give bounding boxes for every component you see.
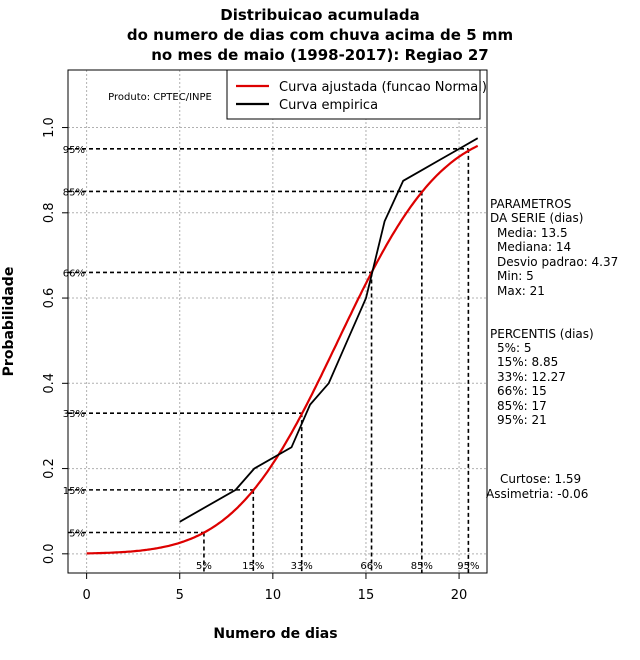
- percentil-5: 5%: 5: [497, 341, 532, 355]
- percentile-label-bottom: 5%: [196, 561, 212, 572]
- parametro-desvio-padrao: Desvio padrao: 4.37: [497, 255, 619, 269]
- x-tick-label: 15: [358, 588, 375, 603]
- percentile-label-left: 85%: [63, 187, 85, 198]
- parametros-heading-2: DA SERIE (dias): [490, 211, 584, 225]
- legend-box: [226, 69, 481, 120]
- percentile-label-left: 66%: [63, 268, 85, 279]
- empirical-curve: [179, 137, 479, 523]
- percentile-label-bottom: 95%: [457, 561, 479, 572]
- y-axis-title: Probabilidade: [1, 267, 17, 377]
- percentile-label-left: 5%: [69, 529, 85, 540]
- chart-title-line-3: no mes de maio (1998-2017): Regiao 27: [151, 46, 489, 64]
- legend-label: Curva ajustada (funcao Normal): [279, 80, 487, 95]
- legend-label: Curva empirica: [279, 98, 378, 113]
- percentil-95: 95%: 21: [497, 413, 547, 427]
- parametro-mediana: Mediana: 14: [497, 240, 572, 254]
- percentile-label-bottom: 85%: [411, 561, 433, 572]
- x-tick-label: 10: [265, 588, 282, 603]
- parametros-heading-1: PARAMETROS: [490, 197, 572, 211]
- y-tick-label: 0.4: [42, 373, 57, 394]
- chart-title-line-1: Distribuicao acumulada: [220, 6, 420, 24]
- percentile-label-left: 15%: [63, 486, 85, 497]
- parametro-min: Min: 5: [497, 269, 534, 283]
- percentil-66: 66%: 15: [497, 384, 547, 398]
- x-tick-label: 20: [451, 588, 468, 603]
- percentile-label-bottom: 33%: [291, 561, 313, 572]
- y-tick-label: 0.8: [42, 202, 57, 223]
- x-axis-title: Numero de dias: [213, 626, 337, 642]
- assimetria-value: Assimetria: -0.06: [486, 487, 589, 501]
- y-tick-label: 1.0: [42, 117, 57, 138]
- percentile-label-bottom: 15%: [242, 561, 264, 572]
- parametro-max: Max: 21: [497, 284, 545, 298]
- credit-text: Produto: CPTEC/INPE: [108, 92, 212, 103]
- curtose-value: Curtose: 1.59: [500, 472, 582, 486]
- y-tick-label: 0.0: [42, 543, 57, 564]
- percentil-85: 85%: 17: [497, 399, 547, 413]
- percentile-label-left: 33%: [63, 409, 85, 420]
- normal-fit-curve: [86, 144, 479, 555]
- x-tick-label: 0: [82, 588, 90, 603]
- percentil-33: 33%: 12.27: [497, 370, 566, 384]
- plot-frame: [67, 69, 488, 574]
- percentil-15: 15%: 8.85: [497, 355, 559, 369]
- y-tick-label: 0.2: [42, 458, 57, 479]
- percentile-label-left: 95%: [63, 145, 85, 156]
- y-tick-label: 0.6: [42, 288, 57, 309]
- percentis-heading: PERCENTIS (dias): [490, 327, 594, 341]
- parametro-media: Media: 13.5: [497, 226, 568, 240]
- percentile-label-bottom: 66%: [360, 561, 382, 572]
- x-tick-label: 5: [176, 588, 184, 603]
- chart-title-line-2: do numero de dias com chuva acima de 5 m…: [126, 26, 514, 44]
